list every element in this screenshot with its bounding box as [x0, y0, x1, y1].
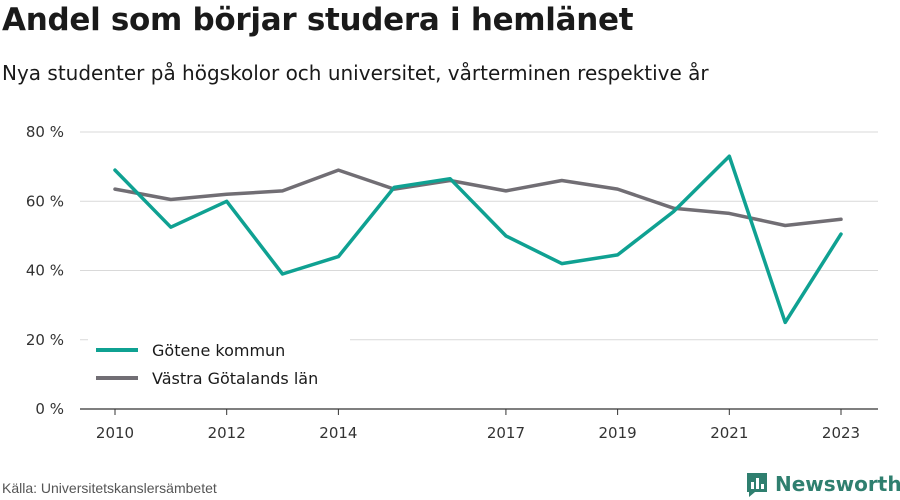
legend-background: [88, 334, 350, 396]
y-tick-label: 40 %: [26, 262, 64, 280]
x-tick-label: 2019: [599, 424, 637, 442]
line-chart: 0 % 20 % 40 % 60 % 80 % 2010 2012 2014 2017 2019…: [26, 123, 878, 442]
x-tick-label: 2014: [319, 424, 357, 442]
x-tick-label: 2023: [822, 424, 860, 442]
source-note: Källa: Universitetskanslersämbetet: [2, 480, 217, 496]
brand-logo: Newsworthy: [745, 469, 900, 499]
series-lines: [113, 154, 843, 325]
series-line: [113, 168, 843, 228]
x-tick-label: 2017: [487, 424, 525, 442]
y-axis-ticks: 0 % 20 % 40 % 60 % 80 %: [26, 123, 64, 418]
brand-name: Newsworthy: [775, 472, 900, 496]
newsworthy-logo-icon: [747, 473, 767, 497]
series-line: [113, 154, 843, 325]
x-tick-label: 2012: [208, 424, 246, 442]
y-tick-label: 0 %: [35, 400, 64, 418]
x-axis-ticks: 2010 2012 2014 2017 2019 2021 2023: [96, 409, 860, 442]
chart-title: Andel som börjar studera i hemlänet: [2, 2, 634, 38]
x-tick-label: 2010: [96, 424, 134, 442]
legend-label: Västra Götalands län: [152, 369, 318, 388]
y-tick-label: 60 %: [26, 192, 64, 210]
legend-label: Götene kommun: [152, 341, 285, 360]
y-tick-label: 20 %: [26, 331, 64, 349]
chart-subtitle: Nya studenter på högskolor och universit…: [2, 61, 709, 85]
legend: Götene kommun Västra Götalands län: [88, 334, 350, 396]
x-tick-label: 2021: [710, 424, 748, 442]
y-tick-label: 80 %: [26, 123, 64, 141]
